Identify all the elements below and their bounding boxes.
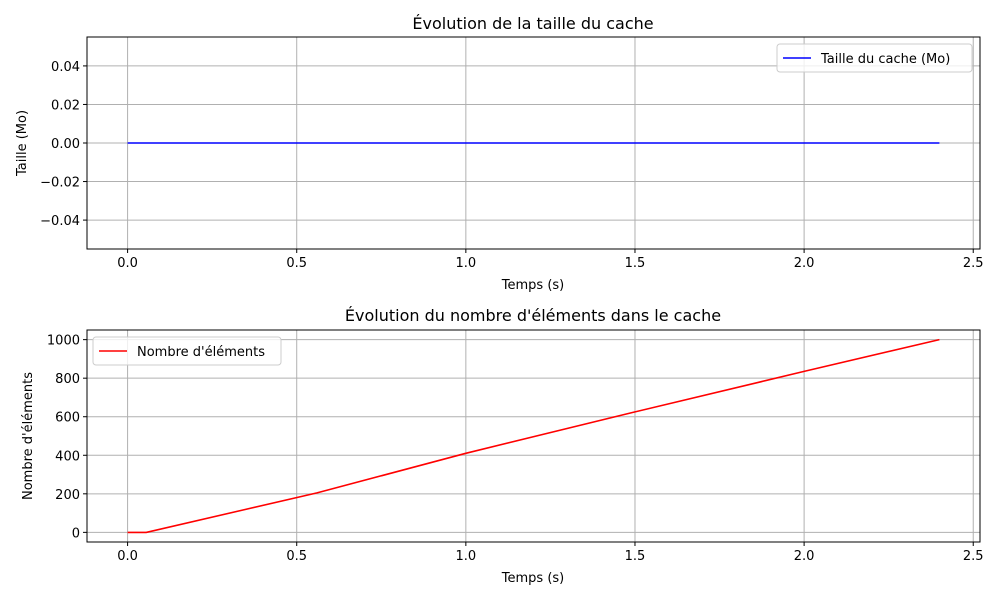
x-tick-label: 1.0: [456, 549, 477, 564]
legend: Nombre d'éléments: [92, 336, 282, 366]
y-axis-label: Nombre d'éléments: [21, 372, 36, 500]
series-line: [127, 338, 940, 534]
y-tick-label: 600: [55, 411, 80, 426]
y-tick-label: 800: [55, 372, 80, 387]
legend-label: Nombre d'éléments: [137, 345, 265, 360]
y-tick-label: 0.04: [51, 60, 80, 75]
y-tick-label: 200: [55, 488, 80, 503]
legend-label: Taille du cache (Mo): [820, 52, 950, 67]
x-tick-label: 1.5: [625, 256, 646, 271]
axes-frame: [86, 36, 981, 250]
x-tick-label: 2.5: [963, 256, 984, 271]
legend: Taille du cache (Mo): [776, 43, 973, 73]
chart-element-count: Évolution du nombre d'éléments dans le c…: [21, 306, 984, 586]
x-axis-label: Temps (s): [501, 571, 564, 586]
y-tick-label: 0.00: [51, 137, 80, 152]
x-tick-label: 0.5: [286, 549, 307, 564]
x-tick-label: 0.0: [117, 549, 138, 564]
x-tick-label: 1.0: [456, 256, 477, 271]
y-tick-label: 0: [72, 526, 80, 541]
y-tick-label: 0.02: [51, 98, 80, 113]
x-tick-label: 0.0: [117, 256, 138, 271]
chart-title: Évolution de la taille du cache: [412, 14, 653, 33]
x-tick-label: 2.0: [794, 256, 815, 271]
y-tick-label: −0.02: [40, 176, 80, 191]
y-axis-label: Taille (Mo): [15, 110, 30, 177]
x-tick-label: 2.0: [794, 549, 815, 564]
y-tick-label: 400: [55, 449, 80, 464]
legend-box: [776, 43, 973, 73]
y-tick-label: 1000: [47, 334, 80, 349]
x-tick-label: 1.5: [625, 549, 646, 564]
y-tick-label: −0.04: [40, 214, 80, 229]
x-tick-label: 2.5: [963, 549, 984, 564]
x-axis-label: Temps (s): [501, 278, 564, 293]
chart-title: Évolution du nombre d'éléments dans le c…: [345, 306, 721, 325]
x-tick-label: 0.5: [286, 256, 307, 271]
legend-box: [92, 336, 282, 366]
axes-frame: [86, 329, 981, 543]
chart-cache-size: Évolution de la taille du cache Temps (s…: [15, 14, 984, 293]
